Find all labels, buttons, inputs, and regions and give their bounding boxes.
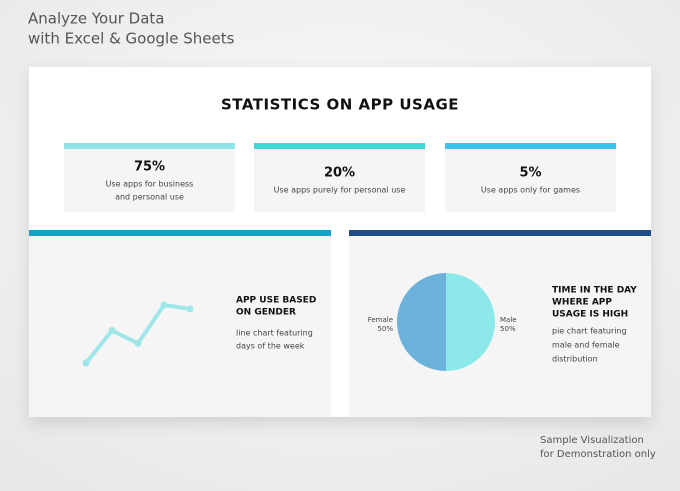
pie-value-label: 50% [500,325,516,333]
panel-heading: WHERE APP [552,298,612,308]
footer-text: Sample Visualization [540,435,644,446]
line-point [186,305,194,313]
pie-slice [446,273,495,371]
line-panel [29,230,331,417]
footer-text: for Demonstration only [540,449,656,460]
stat-bar [254,143,425,149]
stat-bar [64,143,235,149]
title: STATISTICS ON APP USAGE [221,96,459,114]
stat-text: and personal use [115,193,184,202]
line-point [134,339,142,347]
stat-value: 75% [134,160,165,175]
header-text: Analyze Your Data [28,10,164,28]
pie-value-label: 50% [377,325,393,333]
panel-bar [349,230,651,236]
stat-card [254,143,425,212]
panel-heading: USAGE IS HIGH [552,310,628,320]
pie-label: Female [368,316,393,324]
line-point [82,359,90,367]
panel-heading: TIME IN THE DAY [552,286,637,296]
pie-label: Male [500,316,517,324]
panel-text: distribution [552,355,598,364]
stat-card [64,143,235,212]
panel-heading: APP USE BASED [236,296,316,306]
panel-heading: ON GENDER [236,308,296,318]
panel-text: male and female [552,341,620,350]
panel-bar [29,230,331,236]
header-text: with Excel & Google Sheets [28,30,235,48]
pie-slice [397,273,446,371]
stat-card [445,143,616,212]
panel-text: days of the week [236,342,305,351]
panel-text: line chart featuring [236,329,313,338]
stat-value: 20% [324,166,355,181]
stat-text: Use apps for business [106,180,194,189]
line-point [160,301,168,309]
stat-text: Use apps only for games [481,186,580,195]
stat-text: Use apps purely for personal use [274,186,406,195]
stat-value: 5% [519,166,541,181]
panel-text: pie chart featuring [552,327,627,336]
line-point [108,327,116,335]
stat-bar [445,143,616,149]
